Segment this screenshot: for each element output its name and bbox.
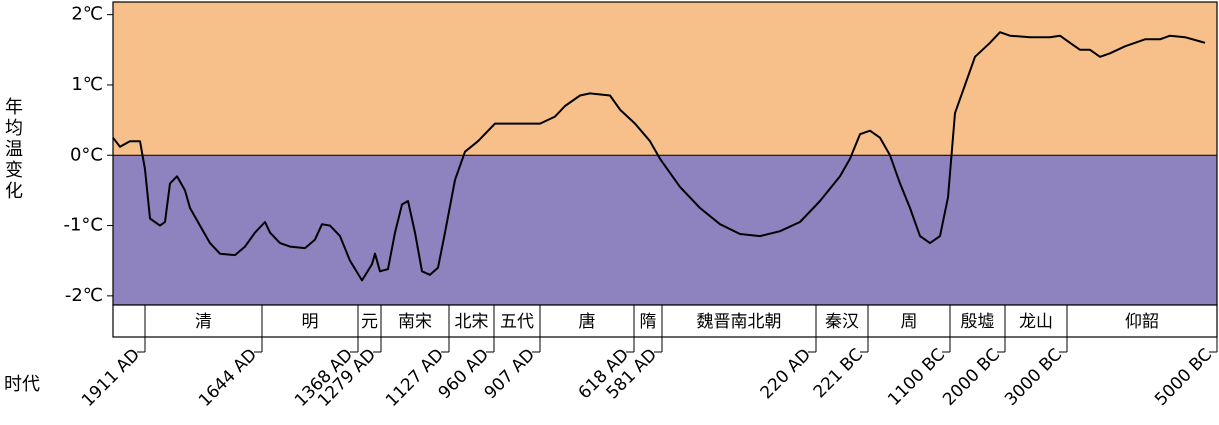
date-label: 3000 BC (1001, 345, 1066, 410)
y-tick-label: -2℃ (65, 285, 103, 306)
date-label: 5000 BC (1151, 345, 1216, 410)
period-label: 清 (195, 312, 212, 332)
date-label: 221 BC (810, 345, 867, 402)
period-label: 周 (901, 312, 918, 332)
temperature-line (112, 31, 1206, 282)
period-label: 秦汉 (825, 312, 859, 332)
period-label: 殷墟 (961, 312, 995, 332)
y-axis-label: 年均温变化 (5, 97, 23, 202)
period-label: 南宋 (398, 312, 432, 332)
period-label: 隋 (640, 312, 657, 332)
period-label: 唐 (579, 311, 596, 332)
period-label: 龙山 (1019, 312, 1053, 332)
period-label: 魏晋南北朝 (697, 312, 782, 332)
date-label: 960 AD (435, 345, 493, 403)
date-label: 2000 BC (939, 345, 1004, 410)
date-label: 907 AD (481, 345, 539, 403)
date-label: 1127 AD (382, 345, 448, 411)
y-tick-label: 0°C (70, 144, 103, 165)
y-tick-label: 2℃ (71, 4, 103, 25)
date-label: 1644 AD (195, 345, 261, 411)
period-row (112, 304, 1218, 338)
date-label: 1911 AD (78, 345, 144, 411)
date-label: 1100 BC (884, 345, 949, 410)
y-tick-label: 1℃ (71, 74, 103, 95)
period-label: 北宋 (455, 312, 489, 332)
cold-band (113, 155, 1217, 305)
period-label: 元 (361, 312, 378, 332)
x-axis-label: 时代 (4, 374, 40, 395)
warm-band (113, 2, 1217, 156)
period-label: 明 (302, 312, 319, 332)
period-label: 仰韶 (1125, 312, 1159, 332)
y-tick-label: -1°C (63, 215, 103, 236)
date-label: 220 AD (757, 345, 815, 403)
period-label: 五代 (500, 312, 534, 332)
